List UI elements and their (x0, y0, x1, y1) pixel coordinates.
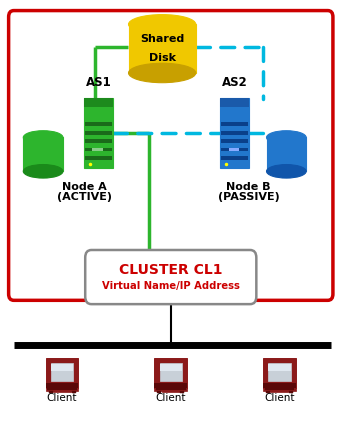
Text: (PASSIVE): (PASSIVE) (218, 192, 279, 202)
Bar (263, 358, 296, 388)
Bar (263, 383, 296, 388)
Text: AS2: AS2 (222, 76, 247, 89)
Bar (268, 363, 290, 382)
Bar (47, 387, 77, 390)
Bar (266, 391, 270, 393)
Bar (155, 386, 187, 391)
Ellipse shape (266, 131, 306, 144)
Text: Shared: Shared (140, 34, 184, 44)
Bar (155, 383, 187, 388)
Ellipse shape (266, 165, 306, 178)
Text: Node A: Node A (62, 182, 107, 192)
Bar (157, 391, 161, 393)
Bar (23, 137, 63, 171)
Bar (270, 388, 288, 392)
Bar (156, 387, 186, 390)
Bar (155, 358, 187, 388)
Bar (180, 391, 184, 393)
Bar (160, 364, 182, 371)
Bar (221, 122, 248, 126)
Text: CLUSTER CL1: CLUSTER CL1 (119, 263, 223, 277)
Text: Node B: Node B (226, 182, 270, 192)
Bar (53, 388, 71, 392)
Bar (92, 148, 103, 151)
Bar (72, 391, 76, 393)
Bar (128, 25, 196, 73)
Bar (220, 98, 249, 168)
Ellipse shape (23, 131, 63, 144)
Bar (49, 391, 52, 393)
Bar (162, 388, 180, 392)
Bar (46, 383, 79, 388)
Bar (220, 98, 249, 107)
Bar (221, 156, 248, 160)
Ellipse shape (128, 15, 196, 34)
Bar (289, 391, 293, 393)
Bar (263, 386, 296, 391)
Bar (229, 148, 239, 151)
Text: AS1: AS1 (86, 76, 111, 89)
Text: Client: Client (156, 393, 186, 404)
Bar (83, 98, 113, 168)
Text: Virtual Name/IP Address: Virtual Name/IP Address (102, 281, 240, 291)
Ellipse shape (128, 63, 196, 83)
Bar (83, 98, 113, 107)
Ellipse shape (23, 165, 63, 178)
Bar (221, 148, 248, 151)
FancyBboxPatch shape (9, 11, 333, 300)
Bar (220, 98, 249, 168)
Text: Disk: Disk (149, 53, 176, 63)
Text: Client: Client (47, 393, 77, 404)
Bar (85, 156, 111, 160)
Bar (265, 387, 294, 390)
Bar (51, 363, 73, 382)
Bar (85, 131, 111, 135)
FancyBboxPatch shape (85, 250, 256, 304)
Bar (266, 137, 306, 171)
Bar (221, 131, 248, 135)
Bar (221, 139, 248, 143)
Bar (160, 363, 182, 382)
Bar (46, 386, 79, 391)
Bar (83, 98, 113, 168)
Bar (85, 122, 111, 126)
Bar (46, 358, 79, 388)
Bar (51, 364, 73, 371)
Text: (ACTIVE): (ACTIVE) (57, 192, 112, 202)
Bar (85, 148, 111, 151)
Text: Client: Client (264, 393, 295, 404)
Bar (85, 139, 111, 143)
Bar (268, 364, 290, 371)
